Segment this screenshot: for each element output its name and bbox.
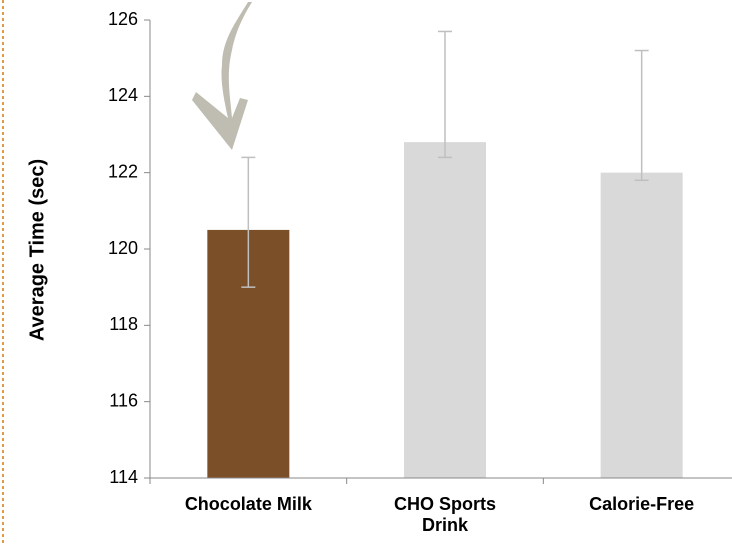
y-tick-label: 126 — [108, 9, 138, 29]
bar — [601, 173, 683, 478]
y-tick-label: 114 — [109, 467, 138, 487]
y-tick-label: 124 — [108, 85, 138, 105]
chart: Average Time (sec) 114 116 118 120 122 124 126… — [0, 0, 732, 544]
x-tick-label: CHO Sports Drink — [370, 494, 520, 536]
y-tick-label: 116 — [109, 390, 138, 410]
bar — [404, 142, 486, 478]
y-axis-title: Average Time (sec) — [26, 159, 48, 341]
chart-svg: Average Time (sec) 114 116 118 120 122 124 126 — [0, 0, 732, 544]
x-tick-label: Chocolate Milk — [173, 494, 323, 515]
y-tick-label: 118 — [109, 314, 138, 334]
y-tick-label: 122 — [108, 161, 138, 181]
arrow-decoration — [192, 2, 252, 150]
x-tick-label: Calorie-Free — [567, 494, 717, 515]
y-tick-label: 120 — [108, 238, 138, 258]
